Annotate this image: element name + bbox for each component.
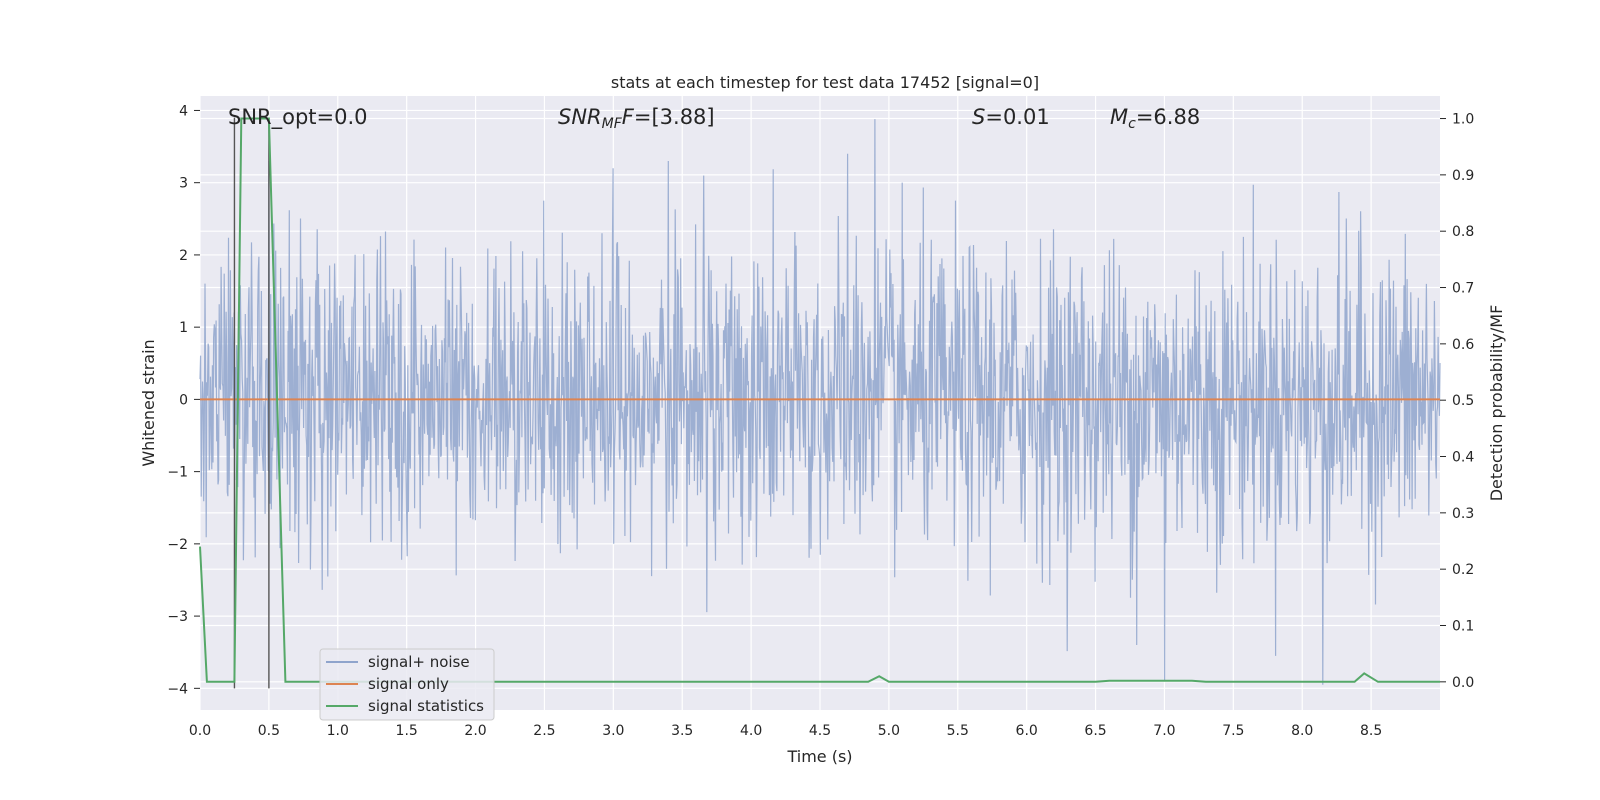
y-tick-label: 1: [179, 320, 188, 336]
y-tick-label: 0: [179, 392, 188, 408]
y-right-tick-label: 0.8: [1452, 224, 1474, 240]
annotation-snr-mf-f: F: [622, 105, 635, 129]
series-signal-noise: [199, 119, 1441, 685]
x-tick-label: 8.0: [1291, 723, 1313, 739]
y-right-tick-label: 0.4: [1452, 450, 1474, 466]
legend-label-signal-statistics: signal statistics: [368, 697, 484, 715]
x-tick-label: 5.5: [947, 723, 969, 739]
y-right-tick-label: 0.9: [1452, 168, 1474, 184]
x-tick-label: 0.5: [258, 723, 280, 739]
x-tick-label: 1.5: [396, 723, 418, 739]
x-tick-label: 2.5: [533, 723, 555, 739]
x-tick-label: 7.0: [1153, 723, 1175, 739]
annotation-snr-mf-sub: MF: [602, 116, 623, 132]
chart-title: stats at each timestep for test data 174…: [611, 73, 1039, 92]
x-tick-label: 4.5: [809, 723, 831, 739]
annotation-mc-sub: c: [1128, 116, 1136, 132]
x-tick-label: 0.0: [189, 723, 211, 739]
y-axis-right-label: Detection probability/MF: [1487, 305, 1506, 502]
annotation-mc: Mc=6.88: [1110, 105, 1200, 132]
annotation-snr-mf-value: =[3.88]: [634, 105, 715, 129]
annotation-snr-mf-main: SNR: [558, 105, 602, 129]
x-tick-label: 6.5: [1084, 723, 1106, 739]
y-right-tick-label: 0.1: [1452, 619, 1474, 635]
annotation-snr-mf: SNRMFF=[3.88]: [558, 105, 715, 132]
legend-label-signal-only: signal only: [368, 675, 449, 693]
x-tick-label: 1.0: [327, 723, 349, 739]
x-tick-label: 4.0: [740, 723, 762, 739]
y-right-tick-label: 0.2: [1452, 562, 1474, 578]
x-tick-label: 7.5: [1222, 723, 1244, 739]
annotation-s: S=0.01: [972, 105, 1050, 129]
annotation-snr-opt: SNR_opt=0.0: [228, 105, 368, 130]
x-tick-label: 5.0: [878, 723, 900, 739]
x-axis-label: Time (s): [786, 747, 852, 766]
x-tick-label: 8.5: [1360, 723, 1382, 739]
x-tick-label: 6.0: [1016, 723, 1038, 739]
legend-label-signal-noise: signal+ noise: [368, 653, 470, 671]
y-right-tick-label: 0.0: [1452, 675, 1474, 691]
x-tick-label: 2.0: [464, 723, 486, 739]
y-axis-label: Whitened strain: [139, 339, 158, 466]
y-right-tick-label: 1.0: [1452, 112, 1474, 128]
y-tick-label: −2: [167, 537, 188, 553]
y-tick-label: 3: [179, 176, 188, 192]
y-tick-label: −4: [167, 681, 188, 697]
legend-box: [319, 648, 495, 721]
signal-statistics-line: [199, 117, 1440, 683]
foreground-layer: [199, 117, 1440, 689]
annotation-mc-main: M: [1110, 105, 1128, 129]
tick-labels: 0.0 0.5 1.0 1.5 2.0 2.5 3.0 3.5 4.0 4.5 5.0 5.5 6.0 6…: [167, 103, 1474, 739]
y-tick-label: 4: [179, 103, 188, 119]
y-tick-label: −1: [167, 465, 188, 481]
annotation-s-value: =0.01: [985, 105, 1049, 129]
y-right-tick-label: 0.6: [1452, 337, 1474, 353]
noise-line: [199, 119, 1441, 685]
x-tick-label: 3.5: [671, 723, 693, 739]
annotation-mc-value: =6.88: [1136, 105, 1200, 129]
y-right-tick-label: 0.5: [1452, 393, 1474, 409]
annotation-s-symbol: S: [972, 105, 985, 129]
y-right-tick-label: 0.3: [1452, 506, 1474, 522]
y-tick-label: 2: [179, 248, 188, 264]
legend: signal+ noise signal only signal statist…: [319, 648, 495, 721]
y-right-tick-label: 0.7: [1452, 281, 1474, 297]
x-tick-label: 3.0: [602, 723, 624, 739]
y-tick-label: −3: [167, 609, 188, 625]
